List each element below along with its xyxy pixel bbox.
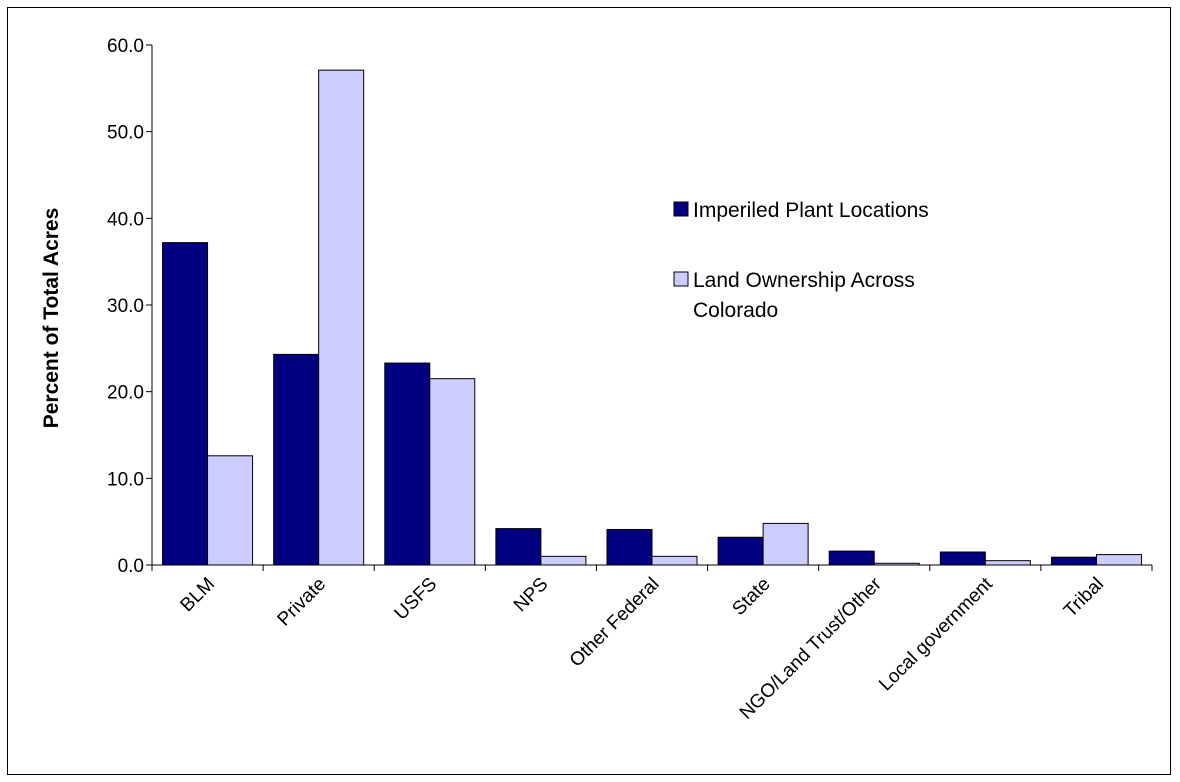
y-tick-label: 50.0: [107, 123, 144, 144]
bar-imperiled-blm: [162, 242, 209, 566]
x-tick-label: State: [728, 574, 774, 620]
bar-land-ownership-blm: [207, 455, 254, 566]
legend-label-imperiled: Imperiled Plant Locations: [693, 199, 929, 222]
x-tick-label: Tribal: [1060, 574, 1108, 622]
bar-land-ownership-tribal: [1095, 554, 1142, 566]
bar-land-ownership-other-federal: [651, 555, 698, 566]
bar-land-ownership-state: [762, 522, 809, 566]
bar-land-ownership-local-government: [984, 560, 1031, 566]
x-tick-label: USFS: [391, 574, 442, 625]
y-tick-label: 60.0: [107, 36, 144, 57]
x-tick-label: Private: [274, 574, 331, 631]
bar-land-ownership-nps: [540, 555, 587, 566]
y-axis-label: Percent of Total Acres: [40, 208, 63, 429]
bar-land-ownership-usfs: [429, 378, 476, 566]
x-tick-label: NPS: [510, 574, 552, 616]
legend-label-land-ownership-line2: Colorado: [693, 299, 778, 322]
y-tick-label: 10.0: [107, 469, 144, 490]
legend-label-land-ownership-line1: Land Ownership Across: [693, 269, 915, 292]
y-tick-label: 40.0: [107, 209, 144, 230]
legend-swatch-imperiled: [673, 201, 689, 217]
bar-imperiled-nps: [495, 528, 542, 566]
x-tick-label: Other Federal: [566, 574, 664, 672]
bar-imperiled-private: [273, 353, 320, 566]
legend-swatch-land-ownership: [673, 271, 689, 287]
bar-imperiled-ngo-land-trust-other: [828, 550, 875, 566]
x-tick-label: Local government: [875, 573, 997, 695]
x-tick-label: BLM: [177, 574, 219, 616]
bar-chart: 0.0 10.0 20.0 30.0 40.0 50.0 60.0 BLM Private USF…: [40, 36, 1153, 724]
plot-area: 0.0 10.0 20.0 30.0 40.0 50.0 60.0 BLM Private USF…: [107, 36, 1153, 724]
y-tick-label: 30.0: [107, 296, 144, 317]
bar-imperiled-usfs: [384, 362, 431, 566]
bar-imperiled-local-government: [939, 551, 986, 566]
bar-imperiled-other-federal: [606, 528, 653, 566]
chart-frame: 0.0 10.0 20.0 30.0 40.0 50.0 60.0 BLM Private USF…: [7, 7, 1171, 775]
y-tick-label: 20.0: [107, 383, 144, 404]
y-tick-label: 0.0: [118, 556, 144, 577]
bar-imperiled-state: [717, 536, 764, 566]
bar-imperiled-tribal: [1050, 556, 1097, 566]
legend: Imperiled Plant Locations Land Ownership…: [673, 199, 929, 322]
bar-land-ownership-private: [318, 69, 365, 566]
